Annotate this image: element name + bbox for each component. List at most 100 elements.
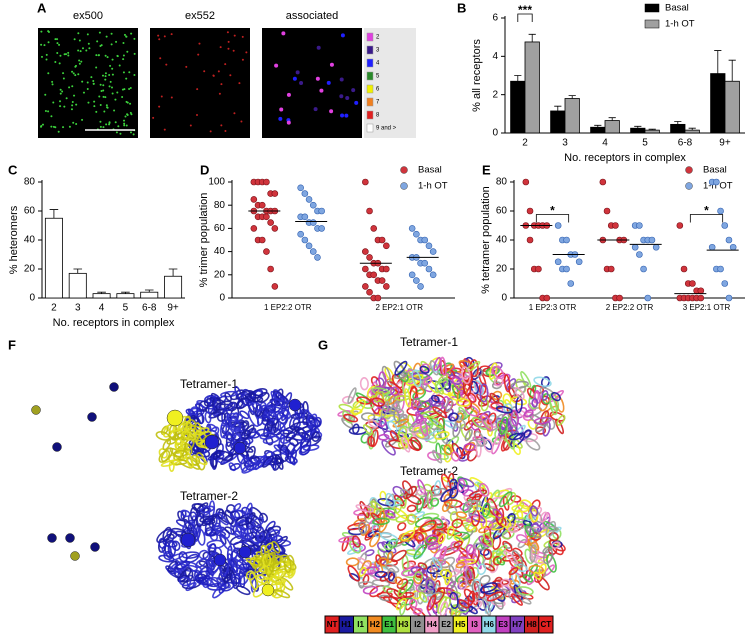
dot — [370, 225, 378, 232]
helix — [479, 383, 489, 403]
significance-bracket — [535, 214, 570, 223]
spot — [281, 31, 286, 36]
helix — [525, 526, 542, 539]
error-bar — [144, 289, 154, 293]
spot — [109, 64, 112, 67]
helix — [480, 413, 494, 431]
helix — [423, 376, 433, 385]
dot — [271, 190, 279, 197]
spot — [351, 88, 356, 93]
bar — [524, 41, 540, 134]
helix — [235, 585, 251, 596]
y-tick-label: 60 — [214, 223, 226, 234]
dot — [309, 219, 317, 226]
spot — [123, 33, 126, 36]
helix — [411, 369, 422, 388]
helix — [431, 556, 443, 571]
dot — [383, 283, 390, 290]
spot — [100, 90, 103, 93]
spot — [56, 42, 59, 45]
x-tick-label: 3 — [562, 138, 568, 149]
error-bar — [634, 125, 642, 129]
helix — [486, 591, 504, 602]
helix — [276, 412, 288, 424]
helix — [491, 365, 500, 375]
helix — [215, 508, 226, 520]
spot — [92, 82, 95, 85]
spot — [132, 133, 135, 136]
spot — [329, 109, 334, 114]
helix — [207, 423, 218, 432]
helix — [463, 588, 476, 603]
helix — [413, 544, 427, 560]
spot — [58, 43, 61, 46]
helix — [428, 400, 446, 415]
dot — [697, 294, 705, 302]
x-tick-label: 5 — [123, 303, 129, 314]
dot — [362, 248, 369, 255]
helix — [370, 429, 379, 448]
helix — [349, 540, 362, 554]
micrograph — [262, 28, 362, 138]
spot — [105, 123, 108, 126]
y-tick-label: 60 — [24, 206, 36, 217]
spot — [86, 81, 89, 84]
helix — [389, 400, 400, 414]
spot — [40, 55, 43, 58]
helix — [525, 438, 541, 451]
spot — [329, 62, 334, 67]
error-bar — [73, 268, 83, 274]
bar — [630, 127, 646, 134]
dot — [417, 283, 424, 290]
helix — [174, 560, 191, 570]
helix — [455, 398, 471, 407]
spot — [62, 126, 65, 129]
bar — [590, 126, 606, 134]
helix — [220, 528, 231, 540]
helix — [454, 562, 468, 573]
helix — [539, 511, 549, 523]
helix — [187, 523, 198, 538]
spot — [313, 107, 318, 112]
domain-label: E3 — [498, 620, 508, 629]
spot — [104, 54, 107, 57]
dot — [567, 280, 575, 287]
spot — [40, 30, 43, 33]
spot — [99, 120, 102, 123]
y-tick-label: 60 — [496, 206, 508, 217]
helix — [489, 392, 500, 404]
helix — [475, 440, 482, 458]
helix — [289, 421, 309, 431]
helix — [359, 377, 369, 391]
legend-swatch — [366, 110, 374, 120]
spot — [219, 46, 222, 49]
helix — [155, 431, 171, 441]
spot — [299, 80, 304, 85]
helix — [384, 509, 396, 519]
helix — [463, 565, 472, 581]
legend-label: 3 — [376, 48, 380, 54]
helix — [412, 388, 427, 401]
helix — [235, 566, 245, 578]
bar — [644, 129, 660, 134]
helix — [378, 594, 393, 602]
spot — [286, 120, 291, 125]
x-tick-label: 2 EP2:2 OTR — [606, 303, 654, 312]
dot — [258, 201, 266, 209]
legend-label: Basal — [665, 3, 689, 14]
error-bar — [554, 105, 562, 111]
helix — [160, 459, 179, 467]
helix — [453, 481, 465, 494]
dot — [318, 207, 325, 215]
y-tick-label: 4 — [492, 51, 498, 62]
helix — [352, 400, 362, 409]
spot — [326, 80, 331, 85]
helix — [433, 356, 442, 371]
helix — [493, 377, 504, 387]
helix — [516, 509, 524, 520]
spot — [339, 94, 344, 99]
helix — [196, 407, 204, 425]
spot — [110, 32, 113, 35]
helix — [533, 376, 552, 388]
spot — [125, 77, 128, 80]
